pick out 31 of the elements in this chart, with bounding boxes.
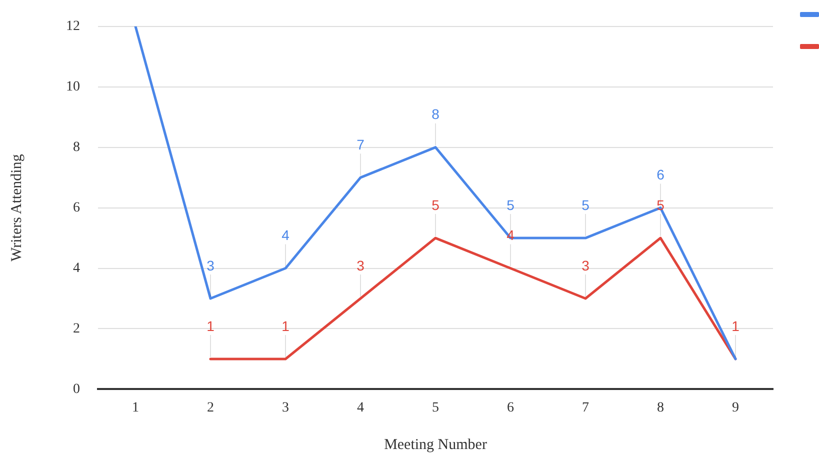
x-tick-label: 8 <box>657 400 664 416</box>
x-tick-label: 2 <box>207 400 214 416</box>
data-label: 1 <box>282 318 290 334</box>
y-axis-title: Writers Attending <box>8 154 25 262</box>
data-label: 5 <box>506 196 515 213</box>
x-tick-label: 1 <box>132 400 139 416</box>
data-label: 1 <box>206 318 215 334</box>
y-tick-label: 6 <box>73 200 80 216</box>
x-tick-label: 6 <box>507 400 514 416</box>
y-tick-label: 4 <box>73 260 80 276</box>
y-tick-label: 10 <box>66 80 80 95</box>
x-tick-label: 7 <box>582 400 589 416</box>
x-tick-label: 4 <box>357 400 364 416</box>
data-label: 1 <box>732 318 740 334</box>
x-tick-label: 5 <box>432 400 439 416</box>
data-label: 4 <box>282 227 290 244</box>
data-label: 5 <box>582 196 590 213</box>
data-label: 3 <box>206 257 215 274</box>
data-label: 8 <box>432 106 440 122</box>
data-label: 5 <box>432 196 440 213</box>
y-tick-label: 8 <box>73 140 80 156</box>
x-tick-label: 3 <box>282 400 289 416</box>
y-tick-label: 12 <box>66 19 80 34</box>
data-label: 3 <box>356 257 365 274</box>
y-tick-label: 0 <box>73 382 80 397</box>
data-label: 3 <box>582 257 590 274</box>
y-tick-label: 2 <box>73 321 80 336</box>
x-axis-title: Meeting Number <box>384 436 487 453</box>
data-label: 7 <box>356 136 365 152</box>
data-label: 6 <box>656 166 665 183</box>
x-tick-label: 9 <box>732 400 739 416</box>
